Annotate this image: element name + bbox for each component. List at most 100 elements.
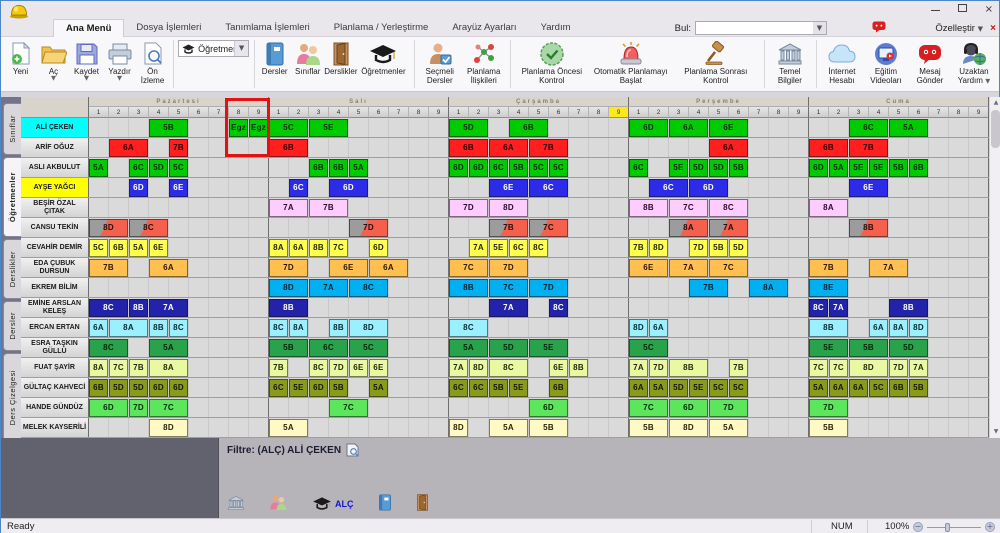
- empty-slot[interactable]: [189, 358, 209, 377]
- lesson-cell[interactable]: 7C: [329, 238, 348, 257]
- empty-slot[interactable]: [909, 218, 929, 237]
- empty-slot[interactable]: [669, 318, 689, 337]
- lesson-cell[interactable]: 8D: [489, 198, 528, 217]
- lesson-cell[interactable]: 8A: [269, 238, 288, 257]
- lesson-cell[interactable]: 8C: [489, 358, 528, 377]
- empty-slot[interactable]: [569, 278, 589, 297]
- empty-slot[interactable]: [969, 278, 989, 297]
- lesson-cell[interactable]: 6D: [369, 238, 388, 257]
- teacher-name-cell[interactable]: EKREM BİLİM: [21, 278, 89, 297]
- lesson-cell[interactable]: 6A: [829, 378, 848, 397]
- empty-slot[interactable]: [129, 418, 149, 437]
- empty-slot[interactable]: [809, 218, 829, 237]
- lesson-cell[interactable]: 7A: [829, 298, 848, 317]
- lesson-cell[interactable]: 5E: [689, 378, 708, 397]
- lesson-cell[interactable]: 8D: [349, 318, 388, 337]
- lesson-cell[interactable]: 7D: [649, 358, 668, 377]
- period-header[interactable]: 9: [429, 107, 449, 118]
- empty-slot[interactable]: [789, 198, 809, 217]
- lesson-cell[interactable]: 6D: [809, 158, 828, 177]
- period-header[interactable]: 9: [789, 107, 809, 118]
- empty-slot[interactable]: [949, 158, 969, 177]
- empty-slot[interactable]: [949, 218, 969, 237]
- lesson-cell[interactable]: 6D: [149, 378, 168, 397]
- lesson-cell[interactable]: 8C: [529, 238, 548, 257]
- empty-slot[interactable]: [389, 398, 409, 417]
- empty-slot[interactable]: [929, 358, 949, 377]
- lesson-cell[interactable]: 6E: [549, 358, 568, 377]
- lesson-cell[interactable]: 6A: [709, 138, 748, 157]
- lesson-cell[interactable]: 5A: [489, 418, 528, 437]
- lesson-cell[interactable]: 8D: [469, 358, 488, 377]
- vertical-scrollbar[interactable]: ▲ ▼: [989, 97, 1000, 438]
- lesson-cell[interactable]: 8B: [629, 198, 668, 217]
- empty-slot[interactable]: [109, 158, 129, 177]
- empty-slot[interactable]: [229, 158, 249, 177]
- lesson-cell[interactable]: 5A: [129, 238, 148, 257]
- empty-slot[interactable]: [669, 298, 689, 317]
- teacher-name-cell[interactable]: MELEK KAYSERİLİ: [21, 418, 89, 437]
- internet-account-button[interactable]: İnternet Hesabı: [820, 39, 864, 85]
- empty-slot[interactable]: [609, 358, 629, 377]
- empty-slot[interactable]: [969, 358, 989, 377]
- empty-slot[interactable]: [589, 418, 609, 437]
- school-bank-icon[interactable]: [227, 495, 245, 511]
- empty-slot[interactable]: [769, 318, 789, 337]
- empty-slot[interactable]: [669, 338, 689, 357]
- empty-slot[interactable]: [569, 398, 589, 417]
- empty-slot[interactable]: [369, 118, 389, 137]
- empty-slot[interactable]: [109, 418, 129, 437]
- empty-slot[interactable]: [649, 138, 669, 157]
- empty-slot[interactable]: [889, 178, 909, 197]
- empty-slot[interactable]: [809, 238, 829, 257]
- empty-slot[interactable]: [749, 218, 769, 237]
- period-header[interactable]: 1: [809, 107, 829, 118]
- lesson-cell[interactable]: 6A: [369, 258, 408, 277]
- empty-slot[interactable]: [269, 398, 289, 417]
- lesson-cell[interactable]: 7D: [709, 398, 748, 417]
- empty-slot[interactable]: [869, 198, 889, 217]
- period-header[interactable]: 5: [529, 107, 549, 118]
- lesson-cell[interactable]: 6E: [349, 358, 368, 377]
- empty-slot[interactable]: [849, 418, 869, 437]
- empty-slot[interactable]: [969, 138, 989, 157]
- empty-slot[interactable]: [569, 238, 589, 257]
- lesson-cell[interactable]: 6D: [89, 398, 128, 417]
- empty-slot[interactable]: [969, 418, 989, 437]
- zoom-out-icon[interactable]: −: [913, 522, 923, 532]
- empty-slot[interactable]: [589, 158, 609, 177]
- period-header[interactable]: 2: [649, 107, 669, 118]
- scroll-up-icon[interactable]: ▲: [990, 97, 1000, 109]
- empty-slot[interactable]: [209, 398, 229, 417]
- lesson-cell[interactable]: 7B: [89, 258, 128, 277]
- customize-button[interactable]: Özelleştir ▼: [935, 23, 983, 34]
- empty-slot[interactable]: [829, 118, 849, 137]
- period-header[interactable]: 3: [849, 107, 869, 118]
- empty-slot[interactable]: [569, 338, 589, 357]
- lesson-cell[interactable]: 5A: [649, 378, 668, 397]
- empty-slot[interactable]: [569, 418, 589, 437]
- period-header[interactable]: 5: [709, 107, 729, 118]
- lesson-cell[interactable]: 5D: [729, 238, 748, 257]
- empty-slot[interactable]: [649, 158, 669, 177]
- lesson-cell[interactable]: 5E: [669, 158, 688, 177]
- empty-slot[interactable]: [789, 238, 809, 257]
- empty-slot[interactable]: [689, 298, 709, 317]
- empty-slot[interactable]: [749, 178, 769, 197]
- empty-slot[interactable]: [249, 378, 269, 397]
- lesson-cell[interactable]: 5A: [809, 378, 828, 397]
- lesson-cell[interactable]: 6C: [289, 178, 308, 197]
- lesson-cell[interactable]: 6B: [889, 378, 908, 397]
- empty-slot[interactable]: [589, 298, 609, 317]
- teacher-name-cell[interactable]: ESRA TAŞKIN GÜLLÜ: [21, 338, 89, 357]
- empty-slot[interactable]: [309, 258, 329, 277]
- empty-slot[interactable]: [389, 318, 409, 337]
- empty-slot[interactable]: [449, 218, 469, 237]
- empty-slot[interactable]: [109, 278, 129, 297]
- empty-slot[interactable]: [729, 318, 749, 337]
- empty-slot[interactable]: [749, 378, 769, 397]
- empty-slot[interactable]: [409, 158, 429, 177]
- empty-slot[interactable]: [469, 178, 489, 197]
- period-header[interactable]: 6: [549, 107, 569, 118]
- class-people-icon[interactable]: [269, 494, 287, 511]
